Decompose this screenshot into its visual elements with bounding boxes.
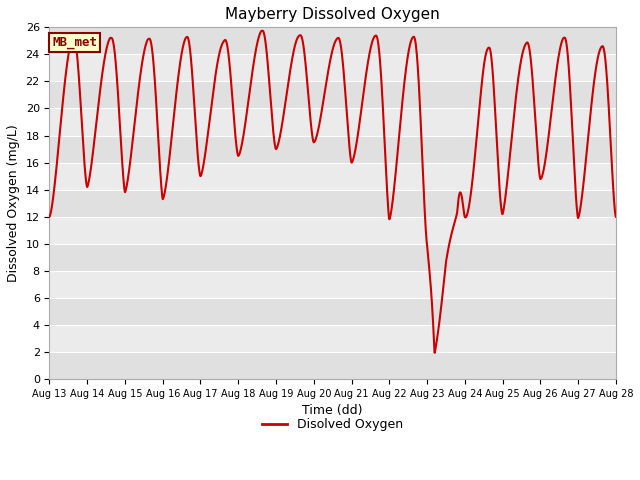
Bar [49, 190, 616, 217]
Bar [49, 271, 616, 298]
Bar [49, 82, 616, 108]
Bar [49, 108, 616, 135]
Bar [49, 352, 616, 379]
Y-axis label: Dissolved Oxygen (mg/L): Dissolved Oxygen (mg/L) [7, 124, 20, 282]
Bar [49, 54, 616, 82]
Bar [49, 325, 616, 352]
X-axis label: Time (dd): Time (dd) [302, 405, 363, 418]
Bar [49, 244, 616, 271]
Bar [49, 298, 616, 325]
Title: Mayberry Dissolved Oxygen: Mayberry Dissolved Oxygen [225, 7, 440, 22]
Bar [49, 217, 616, 244]
Text: MB_met: MB_met [52, 36, 97, 49]
Bar [49, 27, 616, 54]
Bar [49, 163, 616, 190]
Legend: Disolved Oxygen: Disolved Oxygen [257, 413, 408, 436]
Bar [49, 135, 616, 163]
